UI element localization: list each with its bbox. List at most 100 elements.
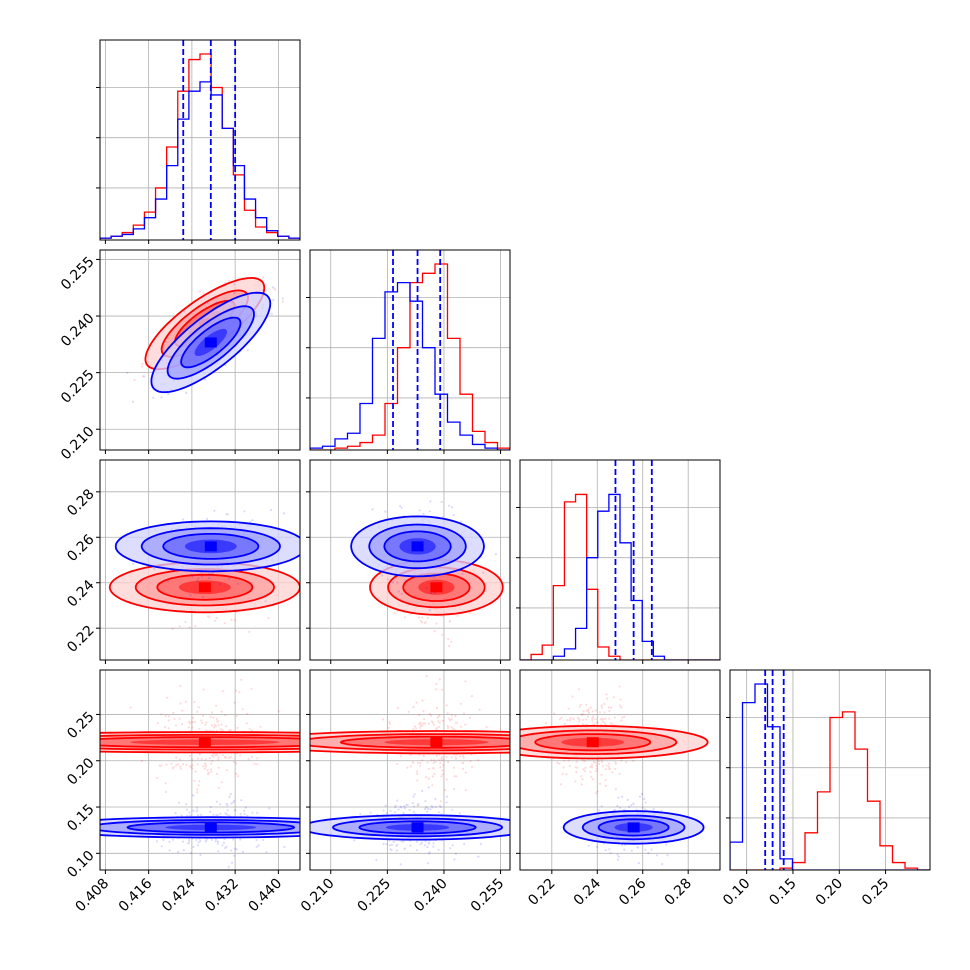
panel-1-1-grid [310, 250, 510, 450]
x-tick-label-0-3: 0.432 [202, 876, 242, 916]
panel-2-1 [306, 459, 511, 664]
panel-3-3: 0.10 0.15 0.20 0.25 [720, 669, 931, 909]
hist-1-red [310, 263, 510, 450]
density-peak-3-0-1 [204, 822, 217, 833]
panel-3-2-frame [519, 669, 721, 871]
panel-3-3-frame [729, 669, 931, 871]
contour-3-1-1-0 [310, 814, 510, 841]
panel-3-0-frame [99, 669, 301, 871]
contour-1-0-1-1 [166, 305, 255, 380]
x-tick-label-0-1: 0.416 [116, 875, 156, 915]
contour-3-2-0-2 [534, 733, 652, 752]
x-tick-label-0-0: 0.408 [73, 876, 113, 916]
x-tick-label-2-2: 0.26 [616, 875, 649, 908]
x-tick-label-2-3: 0.28 [662, 876, 695, 909]
density-peak-2-0-1 [204, 541, 217, 552]
panel-1-1 [306, 249, 511, 454]
panel-1-0: 0.210 0.225 0.240 0.255 [58, 249, 301, 464]
contour-2-0-1-0 [114, 520, 300, 573]
contour-2-0-0-2 [156, 573, 254, 601]
contour-2-1-1-0 [350, 515, 485, 578]
contour-3-1-0-1 [310, 733, 510, 752]
x-tick-label-1-1: 0.225 [355, 876, 395, 916]
x-tick-label-2-0: 0.22 [525, 876, 558, 909]
panel-2-0-frame [99, 459, 301, 661]
panel-0-0-grid [100, 40, 300, 240]
y-tick-label-2-3: 0.28 [64, 486, 97, 519]
panel-2-1-frame [309, 459, 511, 661]
x-tick-label-3-3: 0.25 [859, 876, 892, 909]
density-peak-3-1-0 [430, 737, 443, 748]
panel-2-2 [516, 459, 721, 664]
contour-2-1-1-1 [368, 523, 467, 570]
contour-1-0-1-0 [150, 291, 272, 394]
density-peak-2-0-0 [198, 582, 211, 593]
contour-3-1-0-2 [339, 735, 510, 749]
contour-3-2-1-1 [581, 814, 686, 841]
contour-3-0-1-0 [100, 816, 300, 839]
density-peak-3-2-0 [586, 737, 599, 748]
panel-1-1-frame [309, 249, 511, 451]
hist-2-red [520, 493, 720, 660]
panel-1-0-frame [99, 249, 301, 451]
hist-3-blue [730, 683, 930, 870]
panel-3-3-grid [730, 670, 930, 870]
panel-2-2-frame [519, 459, 721, 661]
contour-3-2-1-2 [597, 818, 670, 837]
density-peak-1-0-1 [204, 337, 217, 348]
contour-3-0-1-1 [100, 819, 300, 836]
hist-3-red [730, 711, 930, 870]
contour-3-1-1-1 [332, 817, 504, 838]
panel-0-0-frame [99, 39, 301, 241]
y-tick-label-1-2: 0.240 [58, 310, 98, 350]
contour-2-1-0-2 [402, 572, 471, 602]
x-tick-label-1-0: 0.210 [298, 876, 338, 916]
y-tick-label-3-0: 0.10 [64, 848, 97, 881]
density-peak-3-0-0 [198, 737, 211, 748]
y-tick-label-1-1: 0.225 [58, 367, 98, 407]
x-tick-label-1-3: 0.255 [468, 876, 508, 916]
y-tick-label-3-2: 0.20 [64, 755, 97, 788]
contour-2-1-1-2 [383, 530, 452, 563]
density-peak-2-1-0 [430, 582, 443, 593]
contour-3-2-0-0 [520, 724, 709, 760]
y-tick-label-2-1: 0.24 [64, 577, 97, 610]
x-tick-label-0-4: 0.440 [246, 876, 286, 916]
contour-3-1-1-2 [358, 820, 477, 835]
x-tick-label-3-1: 0.15 [766, 876, 799, 909]
x-tick-label-1-2: 0.240 [411, 876, 451, 916]
x-tick-label-0-2: 0.424 [159, 875, 199, 915]
panel-3-1: 0.210 0.225 0.240 0.255 [298, 669, 511, 916]
contour-3-2-1-0 [562, 810, 705, 845]
y-tick-label-1-0: 0.210 [58, 424, 98, 464]
contour-2-0-1-2 [162, 533, 260, 560]
y-tick-label-2-0: 0.22 [64, 623, 97, 656]
panel-3-0-grid [100, 670, 300, 870]
contour-3-2-0-1 [520, 729, 678, 756]
panel-3-2: 0.22 0.24 0.26 0.28 [516, 669, 721, 909]
y-tick-label-3-3: 0.25 [64, 709, 97, 742]
density-peak-2-1-1 [411, 541, 424, 552]
density-peak-3-2-1 [627, 822, 640, 833]
density-peak-3-1-1 [411, 822, 424, 833]
y-tick-label-1-3: 0.255 [58, 254, 98, 294]
hist-1-blue [310, 281, 510, 450]
contour-3-0-0-2 [100, 736, 300, 749]
contour-2-0-1-1 [140, 527, 281, 566]
panel-3-1-frame [309, 669, 511, 871]
x-tick-label-3-0: 0.10 [720, 876, 753, 909]
x-tick-label-2-1: 0.24 [571, 875, 604, 908]
panel-0-0 [96, 39, 301, 244]
panel-2-2-grid [520, 460, 720, 660]
panel-2-0: 0.22 0.24 0.26 0.28 [64, 459, 301, 664]
contour-1-0-1-2 [180, 316, 242, 369]
hist-0-blue [100, 81, 300, 240]
hist-2-blue [520, 493, 720, 660]
y-tick-label-2-2: 0.26 [64, 532, 97, 565]
y-tick-label-3-1: 0.15 [64, 801, 97, 834]
contour-3-0-1-2 [126, 821, 296, 834]
x-tick-label-3-2: 0.20 [813, 876, 846, 909]
contour-2-0-0-1 [134, 568, 276, 607]
panel-3-0: 0.10 0.15 0.20 0.25 0.408 0.416 0.424 0.432 0.44… [64, 669, 301, 916]
